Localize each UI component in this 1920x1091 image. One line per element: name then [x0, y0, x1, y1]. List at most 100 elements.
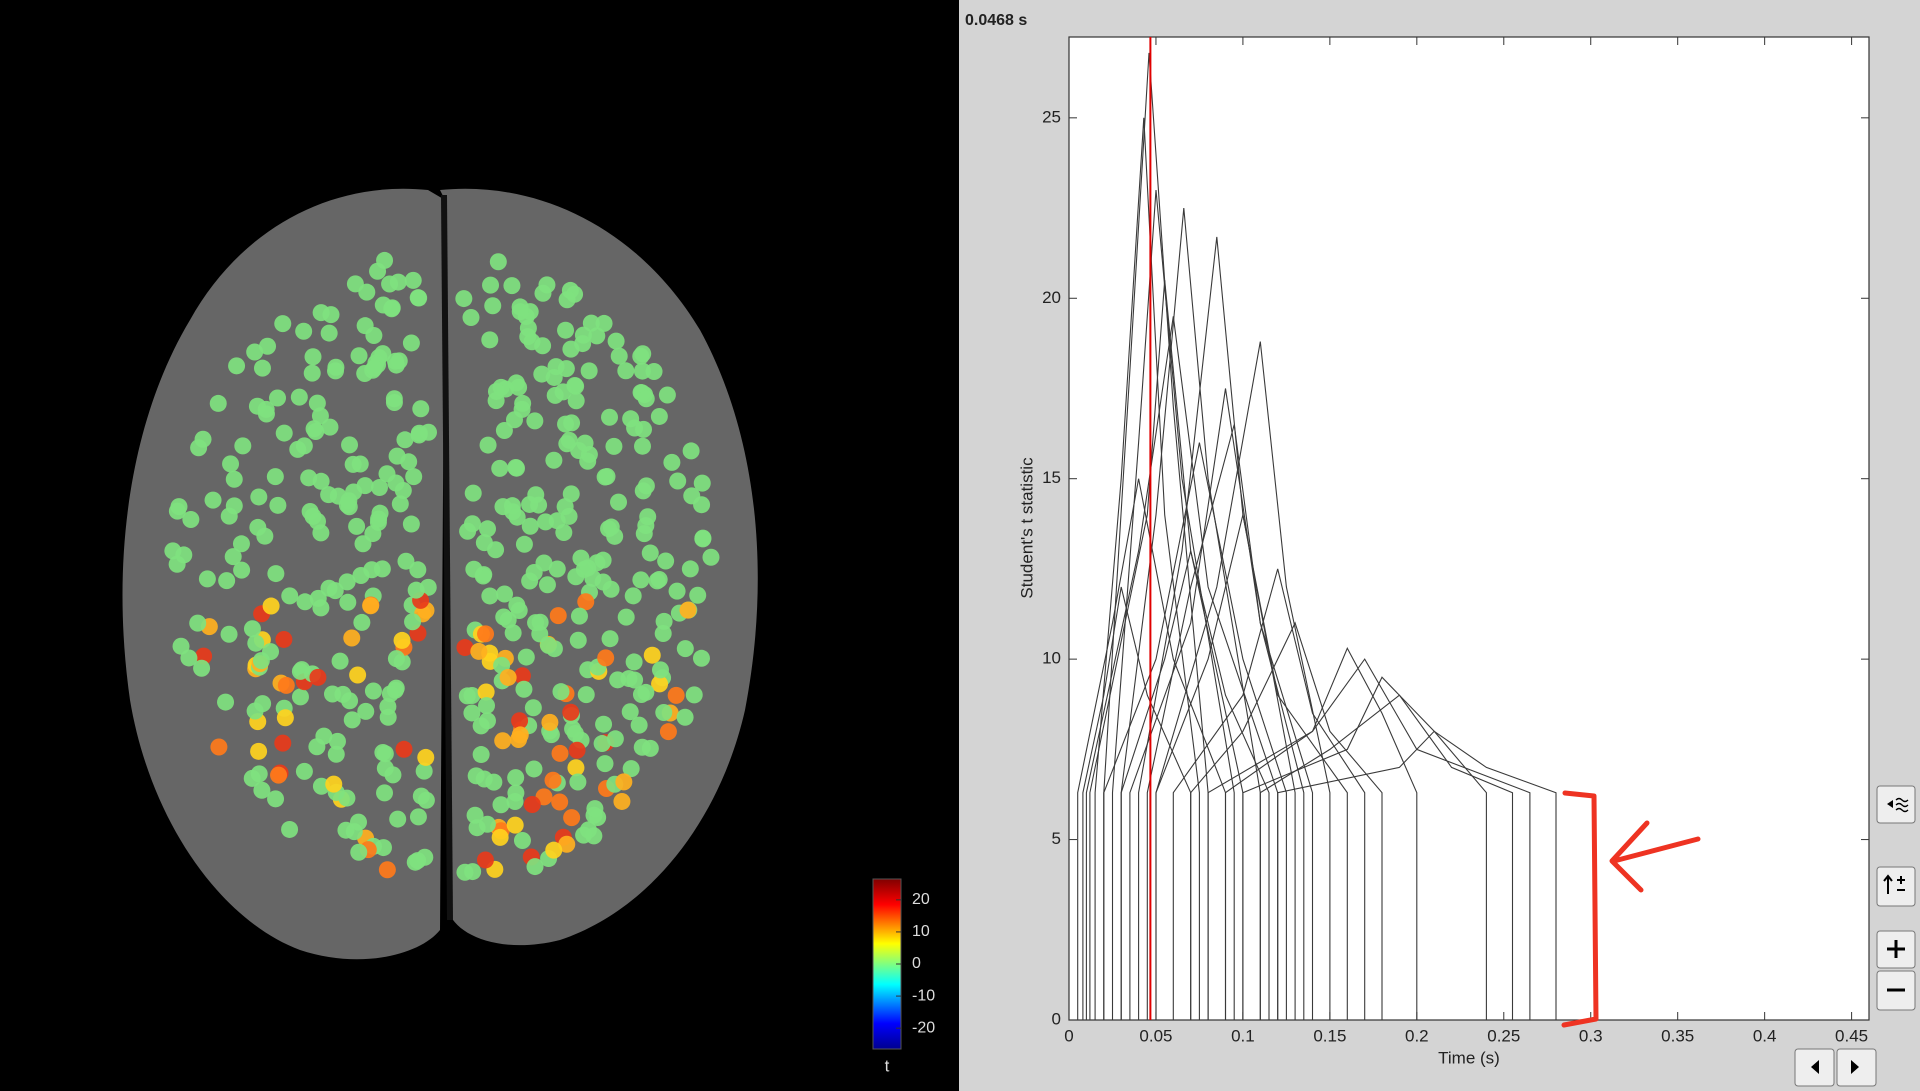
electrode [210, 738, 228, 756]
electrode [526, 412, 544, 430]
electrode [668, 582, 686, 600]
electrode [373, 560, 391, 578]
electrode [477, 625, 495, 643]
electrode [175, 546, 193, 564]
x-tick-label: 0.4 [1753, 1026, 1777, 1045]
electrode [566, 725, 584, 743]
electrode [606, 730, 624, 748]
electrode [513, 667, 531, 685]
electrode [204, 491, 222, 509]
electrode [689, 586, 707, 604]
electrode [593, 735, 611, 753]
electrode [470, 642, 488, 660]
x-tick-label: 0.2 [1405, 1026, 1429, 1045]
electrode [304, 348, 322, 366]
electrode [479, 520, 497, 538]
electrode [311, 407, 329, 425]
electrode [654, 625, 672, 643]
electrode [309, 668, 327, 686]
electrode [580, 362, 598, 380]
electrode [637, 683, 655, 701]
electrode [218, 572, 236, 590]
electrode [602, 580, 620, 598]
electrode [465, 560, 483, 578]
electrode [659, 723, 677, 741]
electrode [572, 549, 590, 567]
electrode [566, 376, 584, 394]
electrode [463, 515, 481, 533]
x-axis-label: Time (s) [1438, 1048, 1500, 1067]
electrode [455, 290, 473, 308]
electrode [409, 808, 427, 826]
electrode [478, 815, 496, 833]
trace [1207, 647, 1418, 1020]
electrode [669, 472, 687, 490]
x-tick-label: 0.35 [1661, 1026, 1694, 1045]
trace [1172, 568, 1366, 1020]
electrode [632, 571, 650, 589]
electrode [259, 337, 277, 355]
electrode [276, 709, 294, 727]
electrode [535, 554, 553, 572]
electrode [225, 470, 243, 488]
electrode [624, 587, 642, 605]
x-tick-label: 0 [1064, 1026, 1073, 1045]
electrode [224, 548, 242, 566]
button[interactable] [1876, 866, 1916, 907]
electrode [356, 477, 374, 495]
colorbar-tick-label: 20 [912, 891, 930, 908]
electrode [415, 762, 433, 780]
electrode [228, 357, 246, 375]
electrode [596, 755, 614, 773]
electrode [312, 524, 330, 542]
electrode [252, 652, 270, 670]
electrode [402, 515, 420, 533]
electrode [645, 362, 663, 380]
electrode [295, 322, 313, 340]
midline [441, 194, 453, 921]
electrode [506, 816, 524, 834]
electrode [541, 713, 559, 731]
trace [1224, 658, 1531, 1020]
electrode [517, 648, 535, 666]
electrode [651, 675, 669, 693]
electrode [341, 692, 359, 710]
electrode [577, 686, 595, 704]
electrode [617, 362, 635, 380]
electrode [389, 810, 407, 828]
electrode [562, 485, 580, 503]
y-tick-label: 20 [1042, 288, 1061, 307]
electrode [494, 732, 512, 750]
electrode [312, 599, 330, 617]
electrode [281, 820, 299, 838]
arrow [1609, 820, 1701, 893]
electrode [217, 693, 235, 711]
electrode [364, 682, 382, 700]
electrode [545, 451, 563, 469]
electrode [569, 773, 587, 791]
trace [1129, 388, 1314, 1020]
electrode [362, 597, 380, 615]
x-tick-label: 0.45 [1835, 1026, 1868, 1045]
electrode [348, 517, 366, 535]
electrode [458, 687, 476, 705]
electrodes [164, 251, 720, 881]
electrode [586, 800, 604, 818]
electrode [601, 408, 619, 426]
electrode [643, 646, 661, 664]
electrode [396, 431, 414, 449]
electrode [525, 760, 543, 778]
electrode [588, 327, 606, 345]
electrode [246, 343, 264, 361]
electrode [402, 334, 420, 352]
electrode [641, 544, 659, 562]
bracket [1561, 790, 1599, 1028]
electrode [168, 502, 186, 520]
electrode [637, 477, 655, 495]
electrode [610, 493, 628, 511]
electrode [538, 576, 556, 594]
electrode [682, 442, 700, 460]
electrode [321, 418, 339, 436]
electrode [511, 303, 529, 321]
time-label: 0.0468 s [965, 12, 1027, 29]
